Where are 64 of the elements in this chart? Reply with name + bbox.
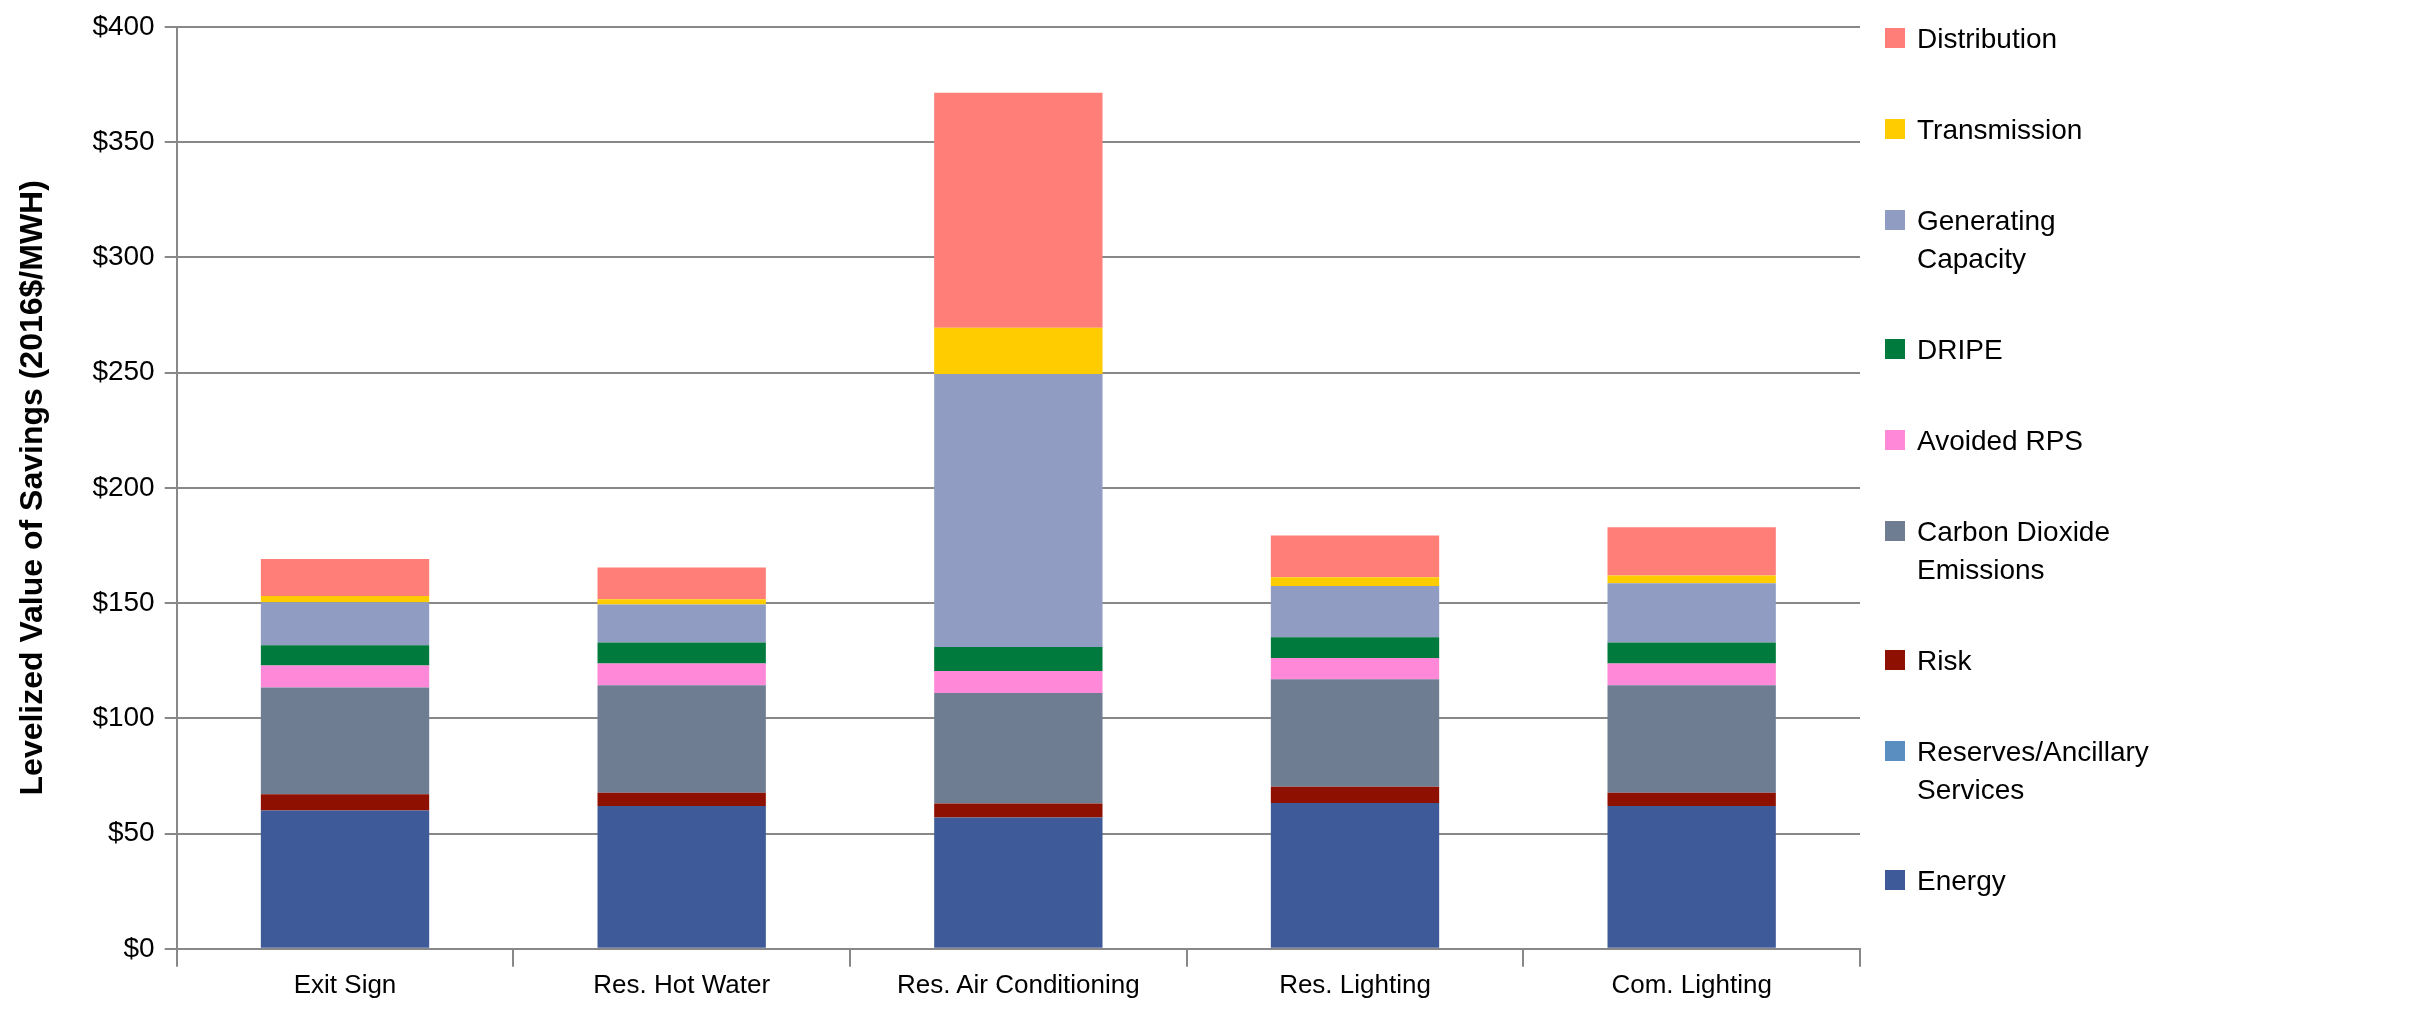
bar bbox=[260, 794, 430, 811]
y-tick-label: $0 bbox=[123, 931, 155, 963]
bar bbox=[934, 803, 1103, 818]
y-tick-label: $400 bbox=[92, 9, 155, 41]
bar bbox=[597, 792, 766, 806]
bar bbox=[1270, 802, 1440, 948]
bar bbox=[934, 92, 1103, 328]
bar bbox=[1270, 679, 1440, 787]
bar bbox=[260, 602, 430, 646]
legend-label: Distribution bbox=[1917, 22, 2059, 56]
bar bbox=[260, 645, 430, 666]
x-tick-label: Exit Sign bbox=[293, 968, 397, 999]
bar bbox=[934, 647, 1103, 672]
bar bbox=[934, 671, 1103, 693]
bar bbox=[1270, 585, 1440, 638]
legend-label: Carbon Dioxide Emissions bbox=[1917, 515, 2111, 587]
bar bbox=[597, 805, 766, 948]
x-tick-label: Res. Hot Water bbox=[593, 968, 771, 999]
y-tick-label: $150 bbox=[92, 585, 155, 617]
bar bbox=[934, 327, 1103, 374]
bar bbox=[1270, 535, 1440, 578]
bar bbox=[260, 810, 430, 948]
bar bbox=[597, 642, 766, 664]
bar bbox=[1607, 792, 1776, 806]
bar bbox=[260, 595, 430, 603]
bar bbox=[597, 604, 766, 643]
bar bbox=[934, 817, 1103, 948]
y-tick-label: $300 bbox=[92, 240, 155, 272]
x-tick-label: Res. Lighting bbox=[1279, 968, 1431, 999]
bar bbox=[597, 685, 766, 793]
bar bbox=[597, 567, 766, 600]
y-tick-label: $200 bbox=[92, 470, 155, 502]
y-axis-title: Levelized Value of Savings (2016$/MWH) bbox=[13, 180, 50, 796]
bar bbox=[1607, 583, 1776, 643]
bar bbox=[260, 665, 430, 688]
bar bbox=[1607, 642, 1776, 664]
bar bbox=[597, 663, 766, 686]
bar bbox=[934, 692, 1103, 804]
y-tick-label: $250 bbox=[92, 355, 155, 387]
x-tick-label: Res. Air Conditioning bbox=[896, 968, 1140, 999]
bar bbox=[1607, 805, 1776, 948]
legend-label: Risk bbox=[1917, 644, 1973, 678]
bar bbox=[1607, 685, 1776, 793]
legend-label: Transmission bbox=[1917, 113, 2084, 147]
bar bbox=[1270, 657, 1440, 680]
legend-label: Reserves/Ancillary Services bbox=[1917, 735, 2150, 807]
x-tick-label: Com. Lighting bbox=[1611, 968, 1772, 999]
legend-label: Energy bbox=[1917, 864, 2007, 898]
bar bbox=[260, 687, 430, 795]
bar bbox=[1607, 527, 1776, 576]
y-tick-label: $50 bbox=[107, 816, 155, 848]
bar bbox=[1607, 575, 1776, 584]
bar bbox=[260, 559, 430, 596]
bar bbox=[1270, 577, 1440, 586]
legend-label: Generating Capacity bbox=[1917, 204, 2057, 276]
legend-label: DRIPE bbox=[1917, 333, 2004, 367]
bar bbox=[934, 373, 1103, 648]
bar bbox=[1607, 663, 1776, 686]
y-tick-label: $100 bbox=[92, 701, 155, 733]
bar bbox=[1270, 637, 1440, 658]
bar bbox=[1270, 786, 1440, 803]
legend-label: Avoided RPS bbox=[1917, 424, 2085, 458]
bar bbox=[597, 599, 766, 605]
y-tick-label: $350 bbox=[92, 124, 155, 156]
